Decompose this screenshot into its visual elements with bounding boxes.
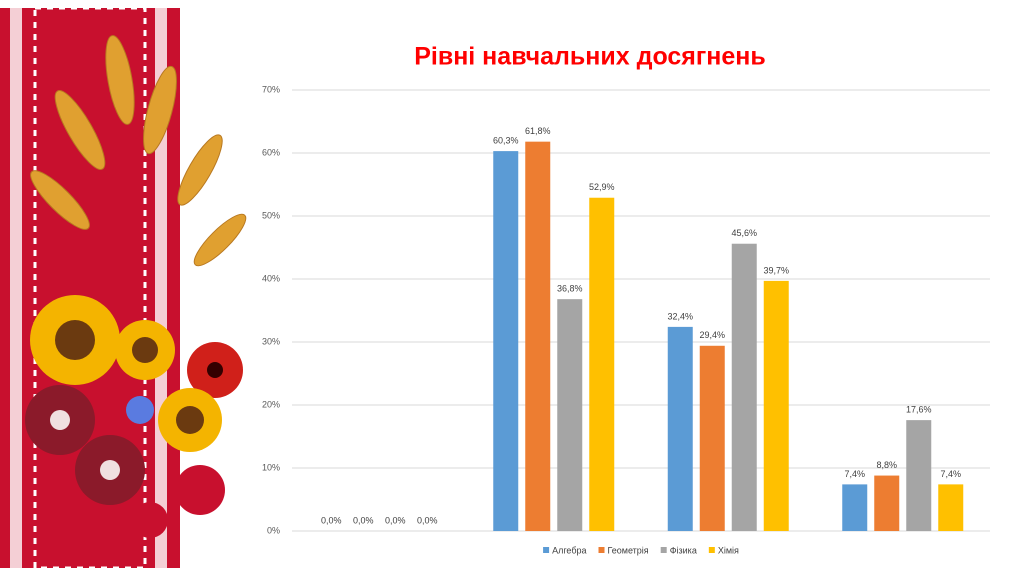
value-label: 39,7% <box>763 265 789 275</box>
y-tick-label: 60% <box>262 147 280 157</box>
y-tick-label: 40% <box>262 273 280 283</box>
value-label: 52,9% <box>589 182 615 192</box>
bar <box>842 484 868 531</box>
value-label: 0,0% <box>353 515 374 525</box>
y-tick-label: 50% <box>262 210 280 220</box>
bar <box>731 243 757 531</box>
bar <box>557 299 583 531</box>
value-label: 36,8% <box>557 284 583 294</box>
legend-label: Геометрія <box>608 545 649 555</box>
y-tick-label: 0% <box>267 525 280 535</box>
value-label: 61,8% <box>525 126 551 136</box>
legend-label: Фізика <box>670 545 697 555</box>
y-tick-label: 70% <box>262 84 280 94</box>
value-label: 0,0% <box>385 515 406 525</box>
legend-swatch <box>708 547 715 553</box>
embroidery-stripe <box>10 8 22 568</box>
chart-title: Рівні навчальних досягнень <box>414 43 766 71</box>
value-label: 60,3% <box>493 135 519 145</box>
decoration <box>0 6 247 570</box>
y-tick-label: 30% <box>262 336 280 346</box>
wheat <box>30 35 247 267</box>
flowers <box>25 295 243 538</box>
value-label: 7,4% <box>844 469 865 479</box>
bar <box>763 280 789 531</box>
legend-swatch <box>543 547 550 553</box>
legend-swatch <box>660 547 667 553</box>
value-label: 29,4% <box>699 330 725 340</box>
value-label: 17,6% <box>906 404 932 414</box>
value-label: 0,0% <box>321 515 342 525</box>
bar <box>589 197 615 532</box>
bar <box>906 420 932 531</box>
bar <box>525 141 551 531</box>
bar <box>938 484 964 531</box>
value-label: 0,0% <box>417 515 438 525</box>
value-label: 8,8% <box>876 460 897 470</box>
legend-label: Хімія <box>718 545 739 555</box>
value-label: 7,4% <box>940 469 961 479</box>
value-label: 45,6% <box>731 228 757 238</box>
bar <box>667 326 693 531</box>
y-tick-label: 20% <box>262 399 280 409</box>
value-label: 32,4% <box>667 311 693 321</box>
legend-label: Алгебра <box>552 545 586 555</box>
embroidery-pattern <box>33 6 147 570</box>
y-tick-label: 10% <box>262 462 280 472</box>
legend-swatch <box>598 547 605 553</box>
bar <box>874 475 900 531</box>
bar <box>699 345 725 531</box>
bar <box>493 151 519 532</box>
